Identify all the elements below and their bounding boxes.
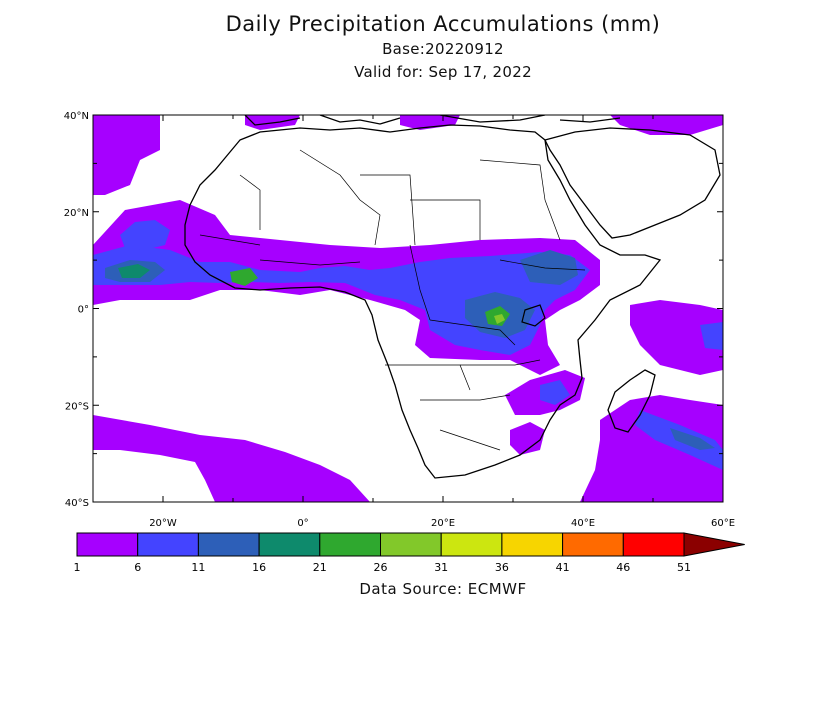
precip-region-indianocean-blue <box>700 322 723 350</box>
title-block: Daily Precipitation Accumulations (mm) B… <box>0 10 826 84</box>
colorbar-label: 41 <box>556 561 570 574</box>
base-date: Base:20220912 <box>382 40 504 58</box>
lat-tick-label: 20°N <box>64 208 89 219</box>
lon-tick-label: 40°E <box>571 518 595 529</box>
lon-tick-label: 20°E <box>431 518 455 529</box>
precip-region-southatlantic <box>93 415 370 502</box>
colorbar-swatch <box>380 532 442 557</box>
colorbar: 1 6 11 16 21 26 31 36 41 46 51 <box>74 532 745 574</box>
precip-region-westafrica-blue <box>93 245 590 355</box>
lat-tick-label: 40°S <box>65 498 89 509</box>
lat-tick-label: 0° <box>78 305 89 316</box>
colorbar-swatch <box>258 532 321 557</box>
arabia-coastline <box>544 127 721 239</box>
precip-region-guinea-green <box>118 264 150 278</box>
colorbar-label: 26 <box>374 561 388 574</box>
precip-region-med <box>400 115 460 130</box>
colorbar-label: 31 <box>434 561 448 574</box>
colorbar-swatch <box>622 532 685 557</box>
lake-victoria <box>521 304 546 327</box>
lon-tick-label: 20°W <box>149 518 177 529</box>
country-borders <box>199 149 586 451</box>
map-panel: 20°W 0° 20°E 40°E 60°E 40°N 20°N 0° 20°S 40°S <box>64 111 735 529</box>
precip-region-atlantic-blue <box>120 220 170 250</box>
precip-region-congo-peak <box>494 314 505 324</box>
colorbar-label: 21 <box>313 561 327 574</box>
lon-tick-label: 60°E <box>711 518 735 529</box>
colorbar-label: 16 <box>252 561 266 574</box>
colorbar-arrow <box>683 532 745 557</box>
precipitation-field <box>93 115 723 502</box>
colorbar-label: 11 <box>191 561 205 574</box>
colorbar-swatch <box>562 532 624 557</box>
europe-coastline <box>244 115 621 126</box>
precip-region-ethiopia-core <box>520 250 578 285</box>
colorbar-swatch <box>137 532 199 557</box>
map-ticks: 20°W 0° 20°E 40°E 60°E 40°N 20°N 0° 20°S 40°S <box>64 111 735 529</box>
colorbar-label: 51 <box>677 561 691 574</box>
colorbar-label: 1 <box>74 561 81 574</box>
africa-coastline <box>184 124 662 479</box>
madagascar-outline <box>607 369 656 433</box>
precip-region-mozambique-blue <box>540 380 570 405</box>
lon-tick-label: 0° <box>297 518 308 529</box>
map-title: Daily Precipitation Accumulations (mm) <box>225 12 661 36</box>
precip-region-southeast <box>510 422 545 455</box>
precip-region-madagascar-south <box>580 395 723 502</box>
colorbar-label: 6 <box>134 561 141 574</box>
valid-date: Valid for: Sep 17, 2022 <box>354 63 532 81</box>
lat-tick-label: 40°N <box>64 111 89 122</box>
colorbar-swatch <box>440 532 503 557</box>
colorbar-swatch <box>76 532 139 557</box>
colorbar-swatch <box>197 532 260 557</box>
colorbar-swatch <box>319 532 381 557</box>
data-source: Data Source: ECMWF <box>359 580 527 598</box>
colorbar-label: 46 <box>616 561 630 574</box>
precip-region-northatlantic <box>93 115 160 195</box>
precip-region-indianocean-north <box>630 300 723 375</box>
colorbar-label: 36 <box>495 561 509 574</box>
lat-tick-label: 20°S <box>65 401 89 412</box>
precip-region-liberia-green <box>230 268 258 286</box>
colorbar-swatch <box>501 532 564 557</box>
precip-region-madagascar-core <box>670 428 715 450</box>
